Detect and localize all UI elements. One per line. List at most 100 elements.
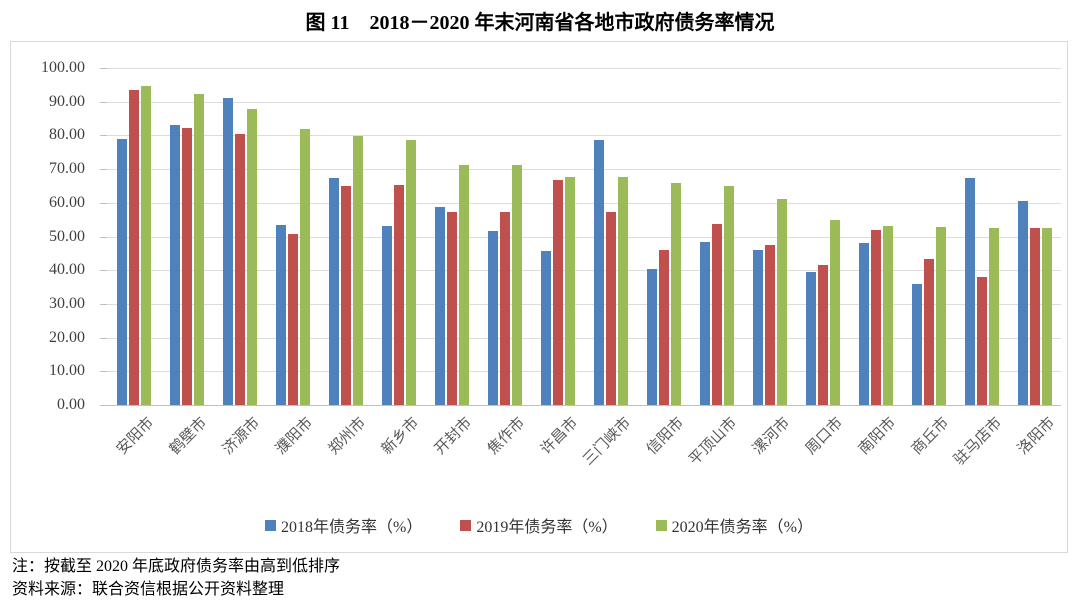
y-tick-label: 10.00 <box>49 362 85 380</box>
legend-item: 2019年债务率（%） <box>460 513 618 537</box>
y-tick-mark <box>100 101 107 103</box>
gridline <box>107 202 1061 204</box>
x-tick-label: 郑州市 <box>325 414 369 458</box>
y-tick-label: 60.00 <box>49 193 85 211</box>
bar-2019年-周口市 <box>817 265 828 405</box>
bar-2019年-开封市 <box>446 211 457 405</box>
chart-sort-note: 注：按截至 2020 年底政府债务率由高到低排序 <box>12 558 341 575</box>
x-tick-label: 济源市 <box>219 414 263 458</box>
chart-title: 图 11 2018－2020 年末河南省各地市政府债务率情况 <box>305 12 775 34</box>
gridline <box>107 337 1061 339</box>
legend-label: 2018年债务率（%） <box>280 519 423 536</box>
bar-2020年-濮阳市 <box>299 129 310 405</box>
bar-2018年-鹤壁市 <box>169 125 180 405</box>
bar-2018年-洛阳市 <box>1017 201 1028 405</box>
legend-swatch <box>264 519 276 531</box>
chart-frame: 0.00 10.00 20.00 30.00 40.00 50.00 60.00 70.00 8… <box>10 41 1068 553</box>
chart-legend: 2018年债务率（%） 2019年债务率（%） 2020年债务率（%） <box>11 513 1067 537</box>
bar-2020年-信阳市 <box>670 182 681 405</box>
bar-2020年-南阳市 <box>882 226 893 405</box>
bar-2018年-南阳市 <box>858 242 869 405</box>
gridline <box>107 371 1061 373</box>
bar-2020年-郑州市 <box>352 136 363 405</box>
x-tick-label: 焦作市 <box>484 414 528 458</box>
y-tick-label: 100.00 <box>41 59 85 76</box>
x-axis-line <box>107 405 1061 406</box>
bar-2019年-安阳市 <box>128 89 139 405</box>
bar-2019年-鹤壁市 <box>181 128 192 405</box>
chart-source-note: 资料来源：联合资信根据公开资料整理 <box>12 581 285 599</box>
plot-area: 0.00 10.00 20.00 30.00 40.00 50.00 60.00 70.00 8… <box>41 59 1061 469</box>
x-tick-label: 洛阳市 <box>1014 414 1058 458</box>
legend-swatch <box>460 519 472 531</box>
bar-2020年-漯河市 <box>776 198 787 405</box>
gridline <box>107 135 1061 137</box>
bar-2019年-郑州市 <box>340 185 351 405</box>
bar-2019年-三门峡市 <box>605 211 616 405</box>
legend-item: 2018年债务率（%） <box>264 513 423 537</box>
y-tick-mark <box>100 371 107 373</box>
bar-2018年-平顶山市 <box>699 241 710 405</box>
x-tick-label: 商丘市 <box>908 414 952 458</box>
bar-2018年-郑州市 <box>328 177 339 405</box>
y-tick-label: 0.00 <box>57 396 85 413</box>
y-tick-label: 90.00 <box>49 92 85 110</box>
x-tick-label: 安阳市 <box>113 414 157 458</box>
bar-2019年-驻马店市 <box>976 276 987 405</box>
y-tick-mark <box>100 202 107 204</box>
bar-2018年-三门峡市 <box>593 139 604 405</box>
bar-2020年-新乡市 <box>405 140 416 405</box>
bar-2019年-南阳市 <box>870 229 881 405</box>
y-tick-mark <box>100 303 107 305</box>
y-tick-mark <box>100 135 107 137</box>
bar-2020年-济源市 <box>246 108 257 405</box>
x-tick-label: 鹤壁市 <box>166 414 210 458</box>
y-tick-mark <box>100 169 107 171</box>
bar-2019年-商丘市 <box>923 259 934 405</box>
bar-2018年-焦作市 <box>487 230 498 405</box>
bar-2020年-许昌市 <box>564 176 575 405</box>
x-tick-label: 南阳市 <box>855 414 899 458</box>
y-tick-label: 70.00 <box>49 160 85 178</box>
bar-2020年-鹤壁市 <box>193 93 204 405</box>
y-tick-mark <box>100 405 107 406</box>
bar-2019年-洛阳市 <box>1029 228 1040 405</box>
x-tick-label: 平顶山市 <box>685 414 740 469</box>
bar-2020年-平顶山市 <box>723 185 734 405</box>
y-tick-label: 30.00 <box>49 294 85 312</box>
legend-label: 2020年债务率（%） <box>671 519 814 536</box>
bar-2019年-济源市 <box>234 134 245 405</box>
y-tick-label: 50.00 <box>49 227 85 245</box>
bar-2018年-驻马店市 <box>964 177 975 405</box>
bar-2019年-信阳市 <box>658 250 669 405</box>
bar-2018年-开封市 <box>434 206 445 405</box>
bar-2020年-洛阳市 <box>1041 228 1052 405</box>
x-tick-label: 新乡市 <box>378 414 422 458</box>
legend-swatch <box>655 519 667 531</box>
x-tick-label: 周口市 <box>802 414 846 458</box>
gridline <box>107 101 1061 103</box>
y-tick-label: 20.00 <box>49 328 85 346</box>
x-tick-label: 濮阳市 <box>272 414 316 458</box>
x-tick-label: 三门峡市 <box>579 414 634 469</box>
x-tick-label: 漯河市 <box>749 414 793 458</box>
bar-2018年-济源市 <box>222 98 233 405</box>
bar-2018年-商丘市 <box>911 284 922 405</box>
bar-2018年-信阳市 <box>646 268 657 405</box>
x-tick-label: 驻马店市 <box>950 414 1005 469</box>
bar-2018年-漯河市 <box>752 250 763 405</box>
bar-2018年-许昌市 <box>540 251 551 405</box>
y-tick-mark <box>100 270 107 272</box>
gridline <box>107 68 1061 69</box>
gridline <box>107 169 1061 171</box>
y-tick-mark <box>100 236 107 238</box>
x-tick-label: 信阳市 <box>643 414 687 458</box>
bar-2019年-平顶山市 <box>711 223 722 405</box>
bar-2020年-开封市 <box>458 164 469 405</box>
y-tick-mark <box>100 337 107 339</box>
bar-2019年-许昌市 <box>552 180 563 405</box>
bar-2020年-周口市 <box>829 220 840 405</box>
y-tick-label: 40.00 <box>49 261 85 279</box>
bar-2019年-新乡市 <box>393 184 404 405</box>
bar-2020年-安阳市 <box>140 86 151 405</box>
